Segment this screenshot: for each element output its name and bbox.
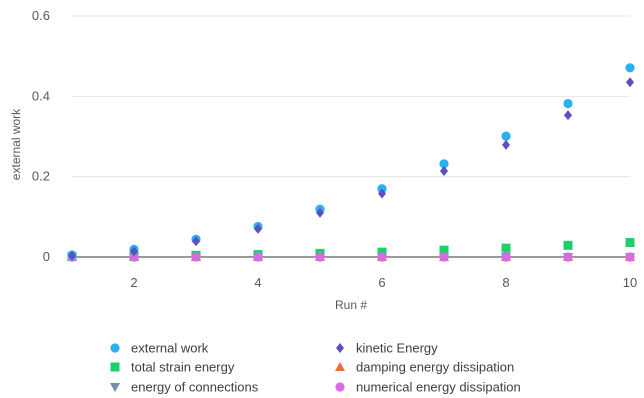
legend-label: energy of connections — [131, 380, 259, 395]
data-point — [502, 244, 511, 253]
data-point — [501, 252, 510, 261]
legend-label: kinetic Energy — [356, 341, 438, 356]
legend-marker — [335, 382, 344, 391]
legend-label: total strain energy — [131, 360, 235, 375]
y-tick-label: 0 — [43, 249, 50, 264]
y-axis-ticks: 0 0.2 0.4 0.6 — [32, 8, 50, 264]
legend-marker — [335, 362, 345, 371]
data-point — [564, 110, 572, 120]
y-axis-title: external work — [9, 108, 23, 180]
legend-marker — [110, 383, 120, 392]
x-tick-label: 6 — [378, 275, 385, 290]
x-axis-title: Run # — [335, 298, 367, 312]
legend-marker — [336, 343, 344, 353]
x-tick-label: 8 — [502, 275, 509, 290]
x-tick-label: 4 — [254, 275, 261, 290]
data-marks — [67, 63, 635, 262]
legend-label: numerical energy dissipation — [356, 380, 521, 395]
y-tick-label: 0.4 — [32, 88, 50, 103]
x-tick-label: 2 — [130, 275, 137, 290]
data-point — [253, 252, 262, 261]
data-point — [626, 238, 635, 247]
y-tick-label: 0.6 — [32, 8, 50, 23]
data-point — [563, 99, 572, 108]
legend-marker — [110, 343, 119, 352]
data-point — [439, 252, 448, 261]
x-axis-ticks: 2 4 6 8 10 — [130, 275, 637, 290]
data-point — [502, 140, 510, 150]
legend-label: external work — [131, 341, 209, 356]
data-point — [191, 252, 200, 261]
data-point — [440, 166, 448, 176]
data-point — [563, 252, 572, 261]
data-point — [626, 77, 634, 87]
grid-lines — [72, 16, 630, 177]
data-point — [377, 252, 386, 261]
legend: external work kinetic Energy total strain … — [110, 341, 521, 395]
data-point — [564, 241, 573, 250]
y-tick-label: 0.2 — [32, 169, 50, 184]
legend-label: damping energy dissipation — [356, 360, 514, 375]
x-tick-label: 10 — [623, 275, 637, 290]
data-point — [315, 252, 324, 261]
data-point — [625, 63, 634, 72]
data-point — [501, 131, 510, 140]
data-point — [625, 252, 634, 261]
legend-marker — [111, 363, 120, 372]
